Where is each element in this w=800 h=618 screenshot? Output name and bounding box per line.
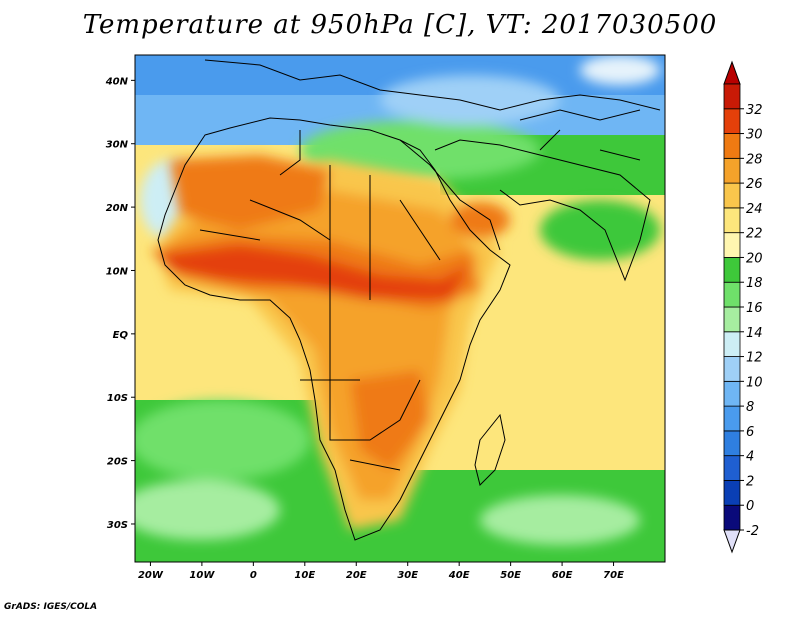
lon-tick-label: 30E: [397, 570, 418, 581]
plot-frame: [134, 54, 666, 563]
colorbar-label: 28: [746, 152, 763, 167]
lat-tick-label: 10S: [107, 393, 128, 404]
lat-tick-label: 10N: [106, 266, 129, 277]
longitude-axis: 20W 10W 0 10E 20E 30E 40E 50E 60E 70E: [138, 562, 624, 581]
colorbar-swatch: [723, 257, 741, 283]
colorbar-swatch: [723, 430, 741, 457]
colorbar-label: 14: [746, 326, 763, 341]
colorbar-swatch: [723, 108, 741, 134]
colorbar-label: 0: [746, 499, 754, 514]
colorbar-label: 4: [746, 450, 754, 465]
colorbar-swatch: [723, 207, 741, 234]
colorbar-label: 32: [746, 103, 763, 118]
colorbar-swatch: [723, 455, 741, 481]
lon-tick-label: 0: [250, 570, 257, 581]
colorbar-swatch: [723, 182, 741, 209]
colorbar-label: 16: [746, 301, 763, 316]
colorbar-label: 26: [746, 177, 763, 192]
colorbar-label: 20: [746, 251, 763, 266]
colorbar-swatch: [723, 306, 741, 333]
lon-tick-label: 20W: [138, 570, 164, 581]
lon-tick-label: 50E: [500, 570, 521, 581]
lat-tick-label: 40N: [105, 76, 129, 87]
lat-tick-label: EQ: [113, 330, 129, 341]
colorbar-swatch: [723, 281, 741, 308]
lat-tick-label: 20N: [106, 203, 129, 214]
grads-credit: GrADS: IGES/COLA: [4, 602, 98, 612]
colorbar-label: 18: [746, 276, 763, 291]
colorbar-over-triangle: [723, 60, 741, 85]
colorbar-label: 8: [746, 400, 754, 415]
colorbar-swatch: [723, 380, 741, 407]
lon-tick-label: 10E: [294, 570, 315, 581]
colorbar-swatch: [723, 504, 741, 531]
lon-tick-label: 70E: [603, 570, 624, 581]
colorbar-swatch: [723, 232, 741, 258]
colorbar-label: 12: [746, 351, 763, 366]
colorbar-under-triangle: [723, 529, 741, 554]
colorbar-swatch: [723, 480, 741, 506]
colorbar-swatch: [723, 133, 741, 159]
coastlines: [157, 59, 661, 541]
colorbar-label: 24: [746, 202, 763, 217]
colorbar-swatch: [723, 405, 741, 432]
colorbar-label: 30: [746, 128, 763, 143]
lat-tick-label: 20S: [107, 457, 128, 468]
latitude-axis: 40N 30N 20N 10N EQ 10S 20S 30S: [105, 76, 135, 531]
lon-tick-label: 60E: [552, 570, 573, 581]
colorbar-swatch: [723, 331, 741, 357]
colorbar-swatch: [723, 157, 741, 184]
colorbar-label: 22: [746, 227, 763, 242]
map-title: Temperature at 950hPa [C], VT: 201703050…: [82, 10, 718, 40]
africa-warm-field: [150, 155, 510, 530]
colorbar-swatch: [723, 356, 741, 382]
colorbar-label: 2: [746, 474, 754, 489]
lon-tick-label: 40E: [448, 570, 470, 581]
lat-tick-label: 30N: [106, 140, 129, 151]
lon-tick-label: 10W: [189, 570, 215, 581]
colorbar-label: -2: [746, 524, 759, 539]
lon-tick-label: 20E: [346, 570, 367, 581]
colorbar-swatch: [723, 83, 741, 110]
temperature-field: [135, 55, 665, 562]
lat-tick-label: 30S: [107, 520, 128, 531]
colorbar-label: 6: [746, 425, 754, 440]
colorbar-label: 10: [746, 375, 763, 390]
